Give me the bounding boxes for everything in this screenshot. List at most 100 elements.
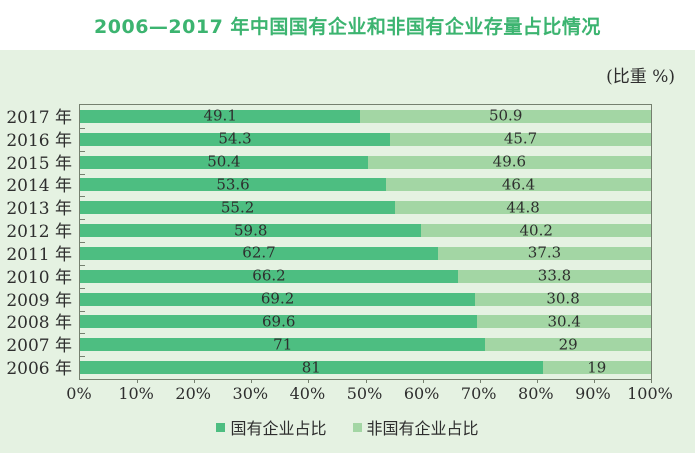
x-axis-tick-label: 20% <box>175 384 211 403</box>
y-axis-labels: 2017 年 2016 年 2015 年 2014 年 2013 年 2012 年 2011… <box>0 104 72 380</box>
y-axis-tick <box>80 150 85 152</box>
stacked-bar: 62.7 37.3 <box>80 243 651 262</box>
y-axis-tick <box>80 287 85 289</box>
bar-value-label: 59.8 <box>234 221 268 240</box>
bar-row: 59.8 40.2 <box>80 219 651 242</box>
chart-panel: (比重 %) 2017 年 2016 年 2015 年 2014 年 2013 年 201… <box>0 50 695 453</box>
bar-segment: 30.8 <box>475 291 651 306</box>
bar-row: 69.2 30.8 <box>80 288 651 311</box>
plot-area: 49.1 50.9 54.3 45.7 50.4 49.6 53.6 46.4 55.2 44.8… <box>79 104 652 383</box>
x-axis-tick-label: 70% <box>460 384 497 403</box>
unit-label: (比重 %) <box>606 67 675 87</box>
bar-segment: 37.3 <box>438 243 651 262</box>
bar-segment: 50.9 <box>360 106 651 125</box>
bar-segment: 54.3 <box>80 129 391 148</box>
x-axis-tick-label: 30% <box>232 384 269 403</box>
bar-segment: 59.8 <box>80 221 422 240</box>
stacked-bar: 71 29 <box>80 335 651 354</box>
bar-value-label: 49.6 <box>492 152 527 171</box>
y-axis-label: 2016 年 <box>6 130 72 151</box>
x-axis-tick-labels: 0% 10% 20% 30% 40% 50% 60% 70% 80% 90% 100% <box>66 384 673 404</box>
bar-segment: 29 <box>485 335 651 354</box>
bar-value-label: 44.8 <box>506 198 540 217</box>
y-axis-label: 2008 年 <box>6 313 72 334</box>
bar-segment: 44.8 <box>395 198 651 217</box>
bar-segment: 71 <box>80 335 486 354</box>
legend-swatch <box>216 422 226 432</box>
bar-value-label: 54.3 <box>218 129 252 148</box>
bar-value-label: 29 <box>558 335 578 354</box>
y-axis-label: 2015 年 <box>6 153 72 174</box>
bar-value-label: 50.9 <box>488 106 523 125</box>
x-axis-tick <box>536 379 538 383</box>
bar-value-label: 40.2 <box>519 221 553 240</box>
bar-row: 49.1 50.9 <box>80 105 651 128</box>
y-axis-label: 2006 年 <box>6 359 72 380</box>
stacked-bar: 55.2 44.8 <box>80 198 651 217</box>
x-axis-tick <box>365 379 367 383</box>
bar-row: 50.4 49.6 <box>80 151 651 174</box>
bar-segment: 19 <box>542 360 651 375</box>
bar-segment: 62.7 <box>80 245 439 260</box>
y-axis-tick <box>80 173 85 175</box>
page-title: 2006—2017 年中国国有企业和非国有企业存量占比情况 <box>94 15 601 38</box>
stacked-bar: 66.2 33.8 <box>80 266 651 285</box>
bar-segment: 81 <box>80 358 543 377</box>
bar-value-label: 69.6 <box>262 312 296 331</box>
stacked-bar: 59.8 40.2 <box>80 221 651 240</box>
bar-value-label: 30.4 <box>547 312 581 331</box>
bar-value-label: 71 <box>273 335 293 354</box>
bar-segment: 69.2 <box>80 289 476 308</box>
legend: 国有企业占比 非国有企业占比 <box>0 415 695 439</box>
legend-label: 非国有企业占比 <box>366 419 479 438</box>
bar-segment: 49.1 <box>80 108 361 123</box>
x-axis-tick-label: 50% <box>346 384 383 403</box>
x-axis-tick <box>137 379 139 383</box>
y-axis-label: 2011 年 <box>6 244 72 265</box>
y-axis-label: 2007 年 <box>6 336 72 357</box>
y-axis-tick <box>80 310 85 312</box>
stacked-bar: 54.3 45.7 <box>80 129 651 148</box>
bar-segment: 66.2 <box>80 268 458 283</box>
bar-segment: 55.2 <box>80 200 396 215</box>
bar-value-label: 69.2 <box>260 289 295 308</box>
bar-segment: 53.6 <box>80 175 387 194</box>
y-axis-label: 2012 年 <box>6 222 72 243</box>
bar-segment: 69.6 <box>80 312 478 331</box>
bar-row: 69.6 30.4 <box>80 310 651 333</box>
bar-segment: 40.2 <box>421 221 651 240</box>
stacked-bar: 49.1 50.9 <box>80 106 651 125</box>
bar-row: 66.2 33.8 <box>80 265 651 288</box>
x-axis-tick-label: 0% <box>66 384 92 403</box>
bar-segment: 46.4 <box>386 177 651 192</box>
bar-value-label: 81 <box>301 358 321 377</box>
stacked-bar: 81 19 <box>80 358 651 377</box>
y-axis-label: 2009 年 <box>6 290 72 311</box>
legend-item: 非国有企业占比 <box>352 415 479 439</box>
bar-value-label: 45.7 <box>503 129 538 148</box>
x-axis-tick <box>651 379 652 383</box>
bar-value-label: 37.3 <box>527 243 562 262</box>
y-axis-tick <box>80 333 85 335</box>
bar-row: 81 19 <box>80 356 651 379</box>
x-axis-tick <box>194 379 196 383</box>
bar-value-label: 53.6 <box>216 175 250 194</box>
bar-value-label: 50.4 <box>207 152 241 171</box>
y-axis-tick <box>80 356 85 358</box>
y-axis-label: 2013 年 <box>6 199 72 220</box>
bar-segment: 30.4 <box>477 312 651 331</box>
x-axis-tick <box>479 379 481 383</box>
bar-row: 53.6 46.4 <box>80 173 651 196</box>
x-axis-tick-label: 90% <box>575 384 611 403</box>
bar-value-label: 33.8 <box>537 266 572 285</box>
y-axis-tick <box>80 196 85 198</box>
legend-swatch <box>352 422 362 432</box>
x-axis-tick-label: 60% <box>403 384 440 403</box>
bar-segment: 50.4 <box>80 152 368 171</box>
x-axis-tick-label: 10% <box>118 384 154 403</box>
title-band: 2006—2017 年中国国有企业和非国有企业存量占比情况 <box>0 0 695 50</box>
legend-item: 国有企业占比 <box>216 415 327 439</box>
x-axis-tick <box>422 379 424 383</box>
bar-row: 55.2 44.8 <box>80 196 651 219</box>
x-axis-tick <box>593 379 595 383</box>
